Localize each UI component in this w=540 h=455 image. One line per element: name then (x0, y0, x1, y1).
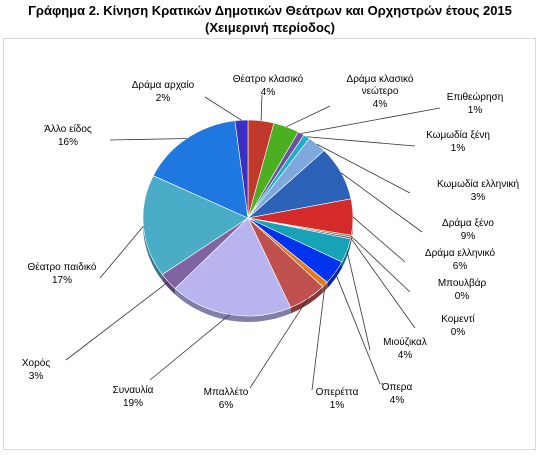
leader-line-15 (99, 225, 144, 279)
slice-percent: 3% (471, 192, 486, 203)
leader-line-1 (286, 105, 331, 128)
slice-label-2: Επιθεώρηση 1% (447, 91, 504, 116)
slice-15 (142, 175, 249, 275)
slice-name: Μπουλβάρ (438, 277, 487, 289)
leader-line-7 (350, 235, 411, 293)
slice-label-14: Χορός 3% (22, 357, 50, 382)
slice-name: Χορός (22, 357, 50, 369)
chart-frame (3, 38, 536, 450)
chart-title: Γράφημα 2. Κίνηση Κρατικών Δημοτικών Θεά… (0, 2, 540, 36)
slice-percent: 4% (261, 87, 276, 98)
slice-name: Κωμωδία ξένη (426, 129, 490, 141)
slice-name: Επιθεώρηση (447, 91, 504, 103)
slice-label-9: Μιούζικαλ 4% (383, 336, 427, 361)
slice-name: Συναυλία (113, 384, 154, 396)
slice-label-3: Κωμωδία ξένη 1% (426, 129, 490, 154)
slice-percent: 16% (58, 137, 78, 148)
slice-percent: 2% (156, 93, 171, 104)
leader-line-8 (350, 237, 416, 329)
slice-label-5: Δράμα ξένο 9% (442, 217, 494, 242)
slice-name: Κωμωδία ελληνική (437, 178, 519, 190)
slice-percent: 1% (451, 143, 466, 154)
slice-percent: 4% (398, 350, 413, 361)
slice-name: Θέατρο κλασικό (233, 73, 304, 85)
slice-percent: 0% (455, 291, 470, 302)
slice-label-11: Οπερέττα 1% (316, 386, 359, 411)
leader-line-4 (316, 143, 411, 194)
slice-label-1: Δράμα κλασικό νεώτερο 4% (347, 73, 414, 110)
slice-labels: Θέατρο κλασικό 4% Δράμα κλασικό νεώτερο 4% Επ… (22, 73, 519, 411)
slice-label-16: Άλλο είδος 16% (44, 123, 92, 148)
slice-name: Κομεντί (441, 313, 475, 325)
slice-name: Δράμα κλασικό (347, 73, 414, 85)
slice-label-12: Μπαλλέτο 6% (204, 386, 249, 411)
leader-line-11 (311, 284, 326, 391)
slice-16 (152, 120, 249, 219)
slice-percent: 9% (461, 231, 476, 242)
leader-line-16 (109, 138, 187, 141)
leader-line-6 (352, 216, 406, 263)
slice-percent: 19% (123, 398, 143, 409)
slice-13 (174, 217, 292, 317)
slice-percent: 4% (373, 99, 388, 110)
slice-label-4: Κωμωδία ελληνική 3% (437, 178, 519, 203)
pie-slices (142, 119, 354, 317)
slice-name: Όπερα (381, 382, 413, 393)
slice-name: Μπαλλέτο (204, 386, 249, 398)
slice-percent: 3% (29, 371, 44, 382)
slice-name: Θέατρο παιδικό (28, 261, 97, 273)
slice-percent: 4% (390, 395, 405, 406)
slice-label-13: Συναυλία 19% (113, 384, 154, 409)
leader-line-13 (149, 314, 230, 381)
slice-percent: 6% (453, 261, 468, 272)
leader-lines (65, 94, 441, 391)
slice-side-14 (162, 274, 176, 295)
leader-line-14 (65, 281, 169, 361)
slice-label-15: Θέατρο παιδικό 17% (28, 261, 97, 286)
leader-line-0 (260, 94, 263, 121)
leader-line-17 (204, 96, 242, 121)
slice-name: Δράμα αρχαίο (132, 79, 195, 91)
leader-line-2 (301, 107, 441, 134)
slice-name: Άλλο είδος (44, 123, 92, 135)
slice-name: νεώτερο (362, 85, 399, 97)
leader-line-12 (249, 298, 309, 389)
chart-title-line: Γράφημα 2. Κίνηση Κρατικών Δημοτικών Θεά… (28, 3, 512, 18)
slice-17 (234, 119, 249, 219)
chart-subtitle-line: (Χειμερινή περίοδος) (205, 20, 335, 35)
slice-label-7: Μπουλβάρ 0% (438, 277, 487, 302)
slice-name: Μιούζικαλ (383, 336, 427, 348)
slice-name: Οπερέττα (316, 386, 359, 398)
slice-label-8: Κομεντί 0% (441, 313, 475, 338)
slice-name: Δράμα ξένο (442, 217, 494, 229)
slice-label-17: Δράμα αρχαίο 2% (132, 79, 195, 104)
slice-percent: 17% (52, 275, 72, 286)
slice-label-10: Όπερα 4% (381, 382, 413, 406)
slice-percent: 1% (468, 105, 483, 116)
slice-side-13 (175, 288, 291, 322)
leader-line-5 (341, 172, 423, 233)
leader-line-9 (346, 250, 371, 351)
leader-line-10 (334, 272, 381, 385)
slice-name: Δράμα ελληνικό (425, 247, 496, 259)
slice-label-0: Θέατρο κλασικό 4% (233, 73, 304, 98)
leader-line-3 (306, 136, 416, 147)
slice-percent: 6% (219, 400, 234, 411)
slice-percent: 0% (451, 327, 466, 338)
slice-label-6: Δράμα ελληνικό 6% (425, 247, 496, 272)
slice-percent: 1% (330, 400, 345, 411)
